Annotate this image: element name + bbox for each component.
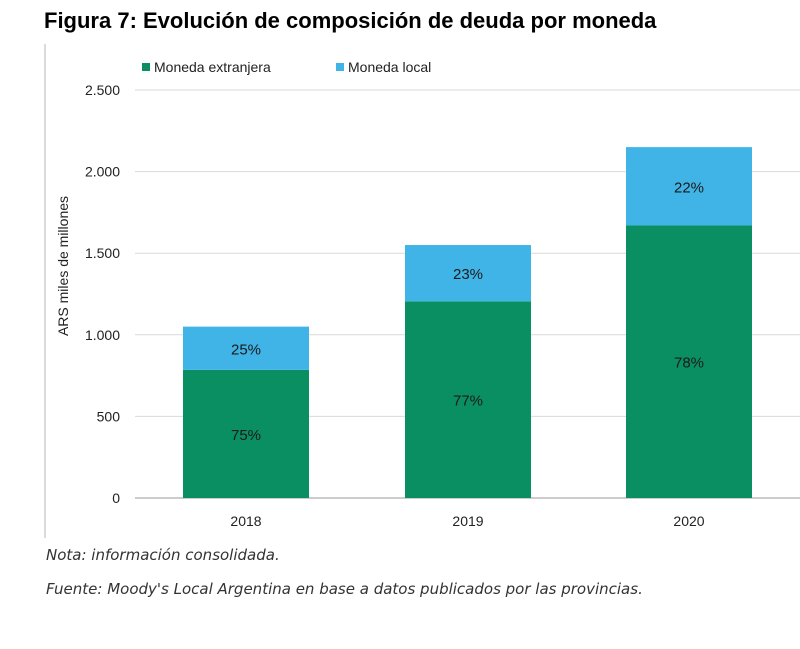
y-tick-label: 0 bbox=[112, 490, 120, 506]
legend-swatch bbox=[142, 63, 150, 71]
source-text: Fuente: Moody's Local Argentina en base … bbox=[46, 580, 643, 598]
bar-extranjera-2020 bbox=[626, 225, 752, 498]
x-tick-label: 2018 bbox=[230, 513, 261, 529]
bar-local-2018 bbox=[183, 326, 309, 370]
y-tick-label: 1.000 bbox=[85, 327, 120, 343]
y-axis: 0 500 1.000 1.500 2.000 2.500 bbox=[85, 82, 120, 506]
data-label: 23% bbox=[453, 266, 483, 283]
chart-title: Figura 7: Evolución de composición de de… bbox=[44, 8, 657, 33]
y-tick-label: 500 bbox=[97, 408, 121, 424]
legend-label: Moneda extranjera bbox=[154, 59, 271, 75]
x-tick-label: 2020 bbox=[673, 513, 704, 529]
legend-swatch bbox=[336, 63, 344, 71]
legend-label: Moneda local bbox=[348, 59, 431, 75]
chart: 0 500 1.000 1.500 2.000 2.500 75% 25% 77% 23% 78%… bbox=[44, 44, 800, 538]
bar-extranjera-2019 bbox=[405, 301, 531, 498]
bars: 75% 25% 77% 23% 78% 22% bbox=[183, 147, 752, 498]
x-tick-label: 2019 bbox=[452, 513, 483, 529]
data-label: 25% bbox=[231, 341, 261, 358]
data-label: 77% bbox=[453, 393, 483, 410]
bar-local-2019 bbox=[405, 245, 531, 302]
y-tick-label: 2.500 bbox=[85, 82, 120, 98]
y-axis-label: ARS miles de millones bbox=[55, 196, 71, 336]
bar-local-2020 bbox=[626, 147, 752, 226]
y-tick-label: 1.500 bbox=[85, 245, 120, 261]
legend: Moneda extranjera Moneda local bbox=[142, 59, 431, 75]
y-tick-label: 2.000 bbox=[85, 164, 120, 180]
x-axis: 2018 2019 2020 bbox=[230, 513, 704, 529]
data-label: 78% bbox=[674, 355, 704, 372]
bar-extranjera-2018 bbox=[183, 369, 309, 498]
data-label: 75% bbox=[231, 427, 261, 444]
note-text: Nota: información consolidada. bbox=[46, 546, 280, 564]
data-label: 22% bbox=[674, 179, 704, 196]
